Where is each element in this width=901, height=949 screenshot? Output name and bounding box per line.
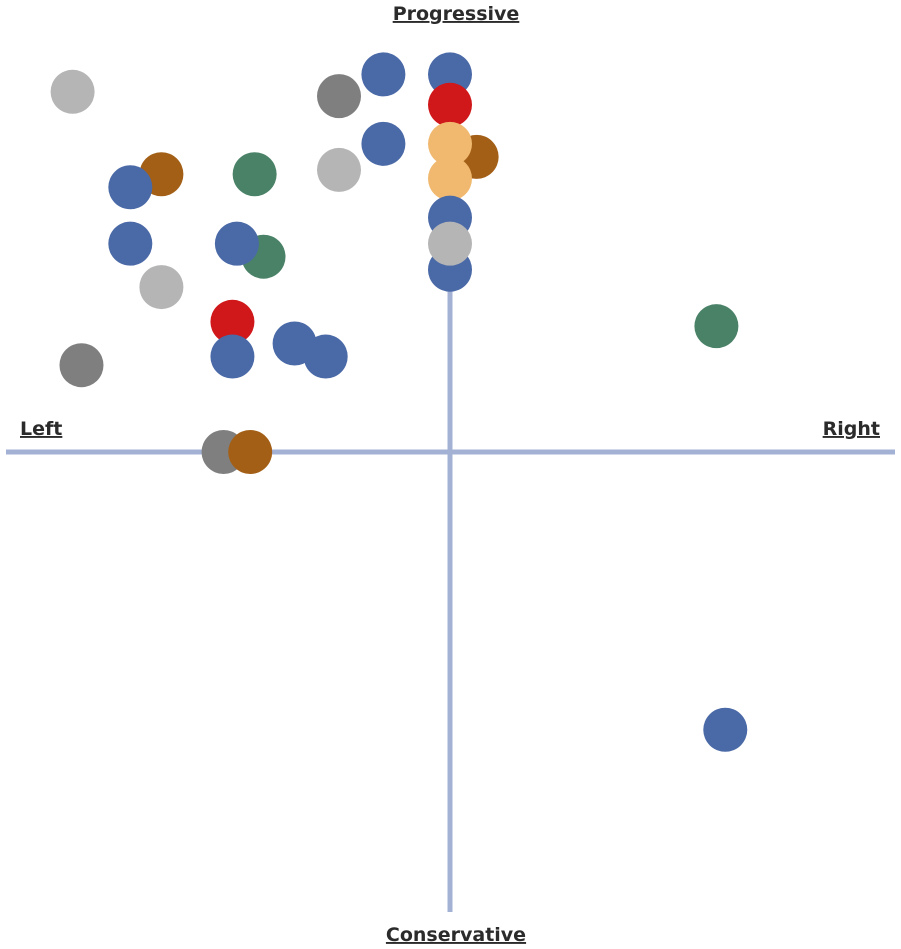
data-point-22 xyxy=(428,156,472,201)
data-point-8 xyxy=(214,221,259,266)
data-point-18 xyxy=(428,52,472,97)
data-point-9 xyxy=(210,299,255,344)
data-point-15 xyxy=(361,52,406,97)
data-point-25 xyxy=(428,221,472,266)
data-point-13 xyxy=(303,334,348,379)
data-point-16 xyxy=(317,147,361,192)
axis-label-right: Right xyxy=(823,418,880,440)
data-point-21 xyxy=(428,121,472,166)
data-point-29 xyxy=(703,707,748,752)
data-point-1 xyxy=(50,69,95,114)
data-point-6 xyxy=(139,265,184,310)
data-point-27 xyxy=(228,430,273,474)
axis-labels: Progressive Conservative Left Right xyxy=(20,3,880,946)
data-point-17 xyxy=(361,121,406,166)
data-point-28 xyxy=(694,304,739,349)
data-point-10 xyxy=(210,334,255,379)
axis-label-bottom: Conservative xyxy=(386,924,526,946)
axes xyxy=(6,262,895,912)
data-point-19 xyxy=(428,82,472,127)
axis-label-top: Progressive xyxy=(393,3,520,25)
points-layer xyxy=(50,52,748,752)
data-point-4 xyxy=(232,152,277,197)
data-point-14 xyxy=(317,74,361,119)
data-point-11 xyxy=(59,343,104,388)
data-point-5 xyxy=(108,221,153,266)
axis-label-left: Left xyxy=(20,418,62,440)
data-point-3 xyxy=(108,165,153,210)
